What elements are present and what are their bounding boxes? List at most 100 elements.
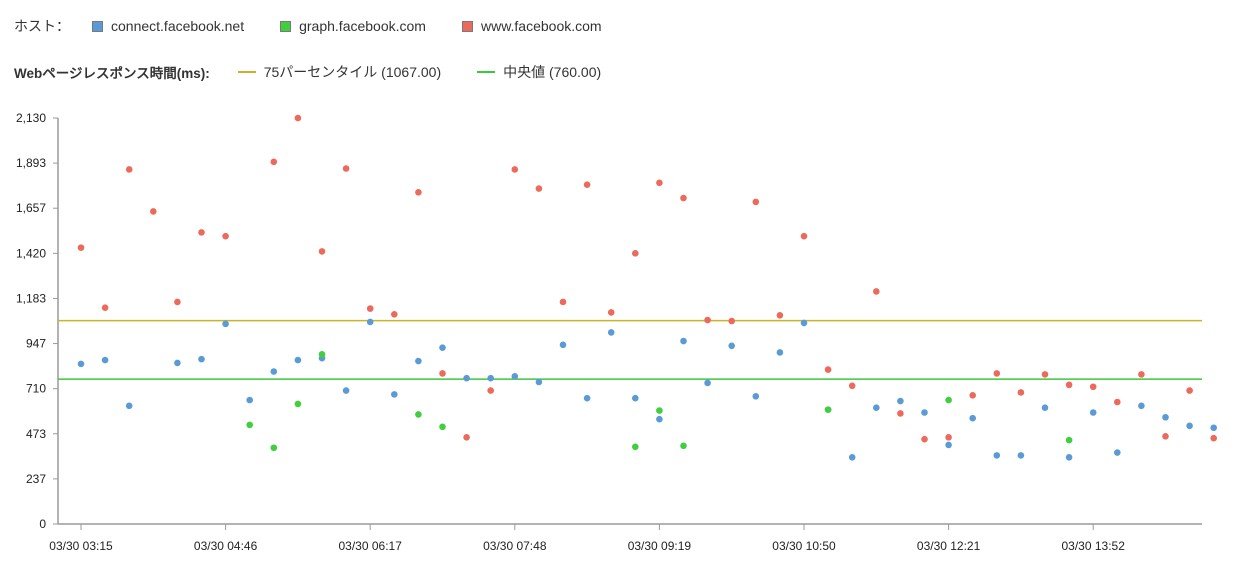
www-point[interactable] — [1210, 434, 1217, 442]
connect-point[interactable] — [487, 374, 495, 382]
connect-point[interactable] — [945, 441, 952, 449]
www-point[interactable] — [270, 158, 278, 166]
connect-point[interactable] — [222, 320, 229, 328]
www-point[interactable] — [415, 189, 422, 196]
connect-point[interactable] — [1065, 453, 1073, 461]
www-point[interactable] — [1186, 387, 1193, 394]
graph-point[interactable] — [1065, 436, 1073, 444]
connect-point[interactable] — [897, 397, 904, 405]
www-point[interactable] — [1065, 381, 1073, 389]
www-point[interactable] — [1138, 371, 1145, 378]
www-point[interactable] — [1041, 371, 1049, 378]
www-point[interactable] — [728, 317, 735, 325]
legend-item-median[interactable]: 中央値 (760.00) — [477, 62, 601, 82]
connect-point[interactable] — [77, 360, 85, 368]
connect-point[interactable] — [728, 342, 735, 350]
graph-point[interactable] — [945, 396, 952, 404]
www-point[interactable] — [680, 194, 687, 202]
connect-point[interactable] — [366, 318, 374, 326]
www-point[interactable] — [318, 248, 326, 255]
www-point[interactable] — [800, 232, 808, 240]
connect-point[interactable] — [198, 355, 205, 363]
graph-point[interactable] — [632, 443, 639, 451]
graph-point[interactable] — [680, 442, 687, 450]
connect-point[interactable] — [1186, 422, 1193, 430]
graph-point[interactable] — [270, 444, 278, 452]
connect-point[interactable] — [921, 409, 928, 416]
www-point[interactable] — [704, 316, 711, 324]
www-point[interactable] — [77, 244, 85, 251]
connect-point[interactable] — [704, 379, 711, 387]
connect-point[interactable] — [848, 453, 856, 461]
connect-point[interactable] — [632, 394, 639, 402]
www-point[interactable] — [198, 229, 205, 236]
www-point[interactable] — [487, 387, 495, 394]
connect-point[interactable] — [1138, 402, 1145, 410]
connect-point[interactable] — [1089, 409, 1097, 416]
connect-point[interactable] — [1017, 452, 1025, 459]
connect-point[interactable] — [752, 392, 760, 400]
connect-point[interactable] — [873, 404, 880, 412]
connect-point[interactable] — [656, 415, 663, 423]
connect-point[interactable] — [1041, 404, 1049, 412]
www-point[interactable] — [463, 433, 470, 441]
connect-point[interactable] — [101, 356, 109, 364]
graph-point[interactable] — [439, 423, 446, 431]
connect-point[interactable] — [969, 414, 976, 422]
www-point[interactable] — [511, 166, 519, 173]
connect-point[interactable] — [607, 329, 615, 336]
www-point[interactable] — [897, 410, 904, 417]
connect-point[interactable] — [535, 378, 543, 386]
www-point[interactable] — [366, 305, 374, 312]
connect-point[interactable] — [174, 359, 181, 367]
connect-point[interactable] — [439, 344, 446, 351]
connect-point[interactable] — [776, 349, 784, 356]
www-point[interactable] — [1114, 398, 1121, 406]
www-point[interactable] — [921, 435, 928, 443]
www-point[interactable] — [222, 232, 229, 240]
www-point[interactable] — [535, 185, 543, 192]
connect-point[interactable] — [463, 374, 470, 382]
connect-point[interactable] — [559, 341, 567, 349]
www-point[interactable] — [656, 179, 663, 187]
connect-point[interactable] — [294, 356, 302, 364]
www-point[interactable] — [632, 250, 639, 257]
www-point[interactable] — [776, 311, 784, 319]
connect-point[interactable] — [800, 319, 808, 327]
www-point[interactable] — [945, 433, 952, 441]
graph-point[interactable] — [246, 421, 253, 429]
www-point[interactable] — [174, 298, 181, 306]
connect-point[interactable] — [511, 372, 519, 380]
connect-point[interactable] — [125, 402, 133, 410]
www-point[interactable] — [439, 370, 446, 377]
www-point[interactable] — [752, 198, 760, 206]
www-point[interactable] — [101, 304, 109, 311]
www-point[interactable] — [824, 366, 832, 373]
connect-point[interactable] — [583, 394, 591, 402]
legend-item-p75[interactable]: 75パーセンタイル (1067.00) — [237, 62, 441, 82]
graph-point[interactable] — [294, 400, 302, 408]
www-point[interactable] — [125, 166, 133, 173]
www-point[interactable] — [391, 311, 398, 318]
graph-point[interactable] — [656, 407, 663, 414]
legend-item-graph[interactable]: graph.facebook.com — [280, 18, 426, 34]
www-point[interactable] — [342, 165, 350, 172]
www-point[interactable] — [873, 288, 880, 295]
connect-point[interactable] — [415, 357, 422, 365]
www-point[interactable] — [993, 370, 1001, 377]
graph-point[interactable] — [824, 406, 832, 413]
www-point[interactable] — [559, 298, 567, 306]
connect-point[interactable] — [342, 387, 350, 394]
www-point[interactable] — [969, 392, 976, 399]
www-point[interactable] — [848, 382, 856, 390]
connect-point[interactable] — [680, 337, 687, 345]
legend-item-www[interactable]: www.facebook.com — [461, 18, 602, 34]
connect-point[interactable] — [1162, 413, 1169, 421]
connect-point[interactable] — [270, 368, 278, 375]
connect-point[interactable] — [246, 396, 253, 404]
www-point[interactable] — [583, 181, 591, 189]
www-point[interactable] — [294, 114, 302, 122]
graph-point[interactable] — [415, 411, 422, 418]
legend-item-connect[interactable]: connect.facebook.net — [92, 18, 244, 34]
graph-point[interactable] — [318, 351, 326, 358]
